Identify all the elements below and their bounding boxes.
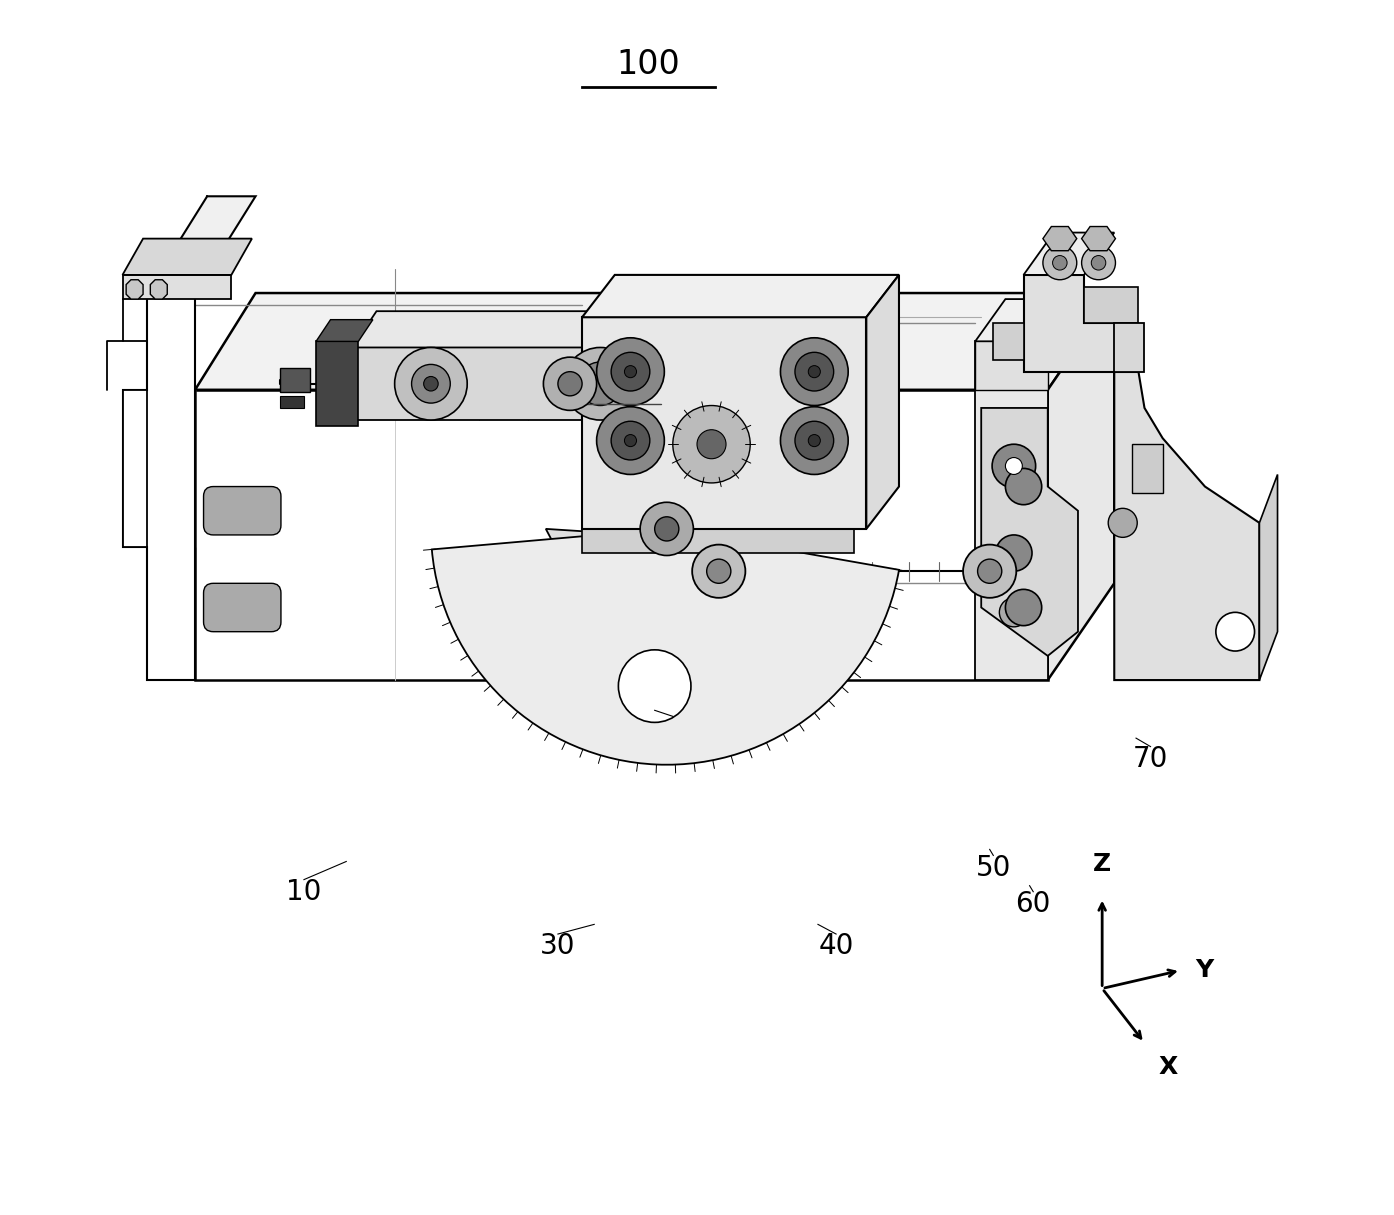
Polygon shape	[546, 529, 775, 746]
Circle shape	[579, 362, 622, 406]
Text: Z: Z	[1093, 852, 1111, 876]
Text: X: X	[1158, 1055, 1178, 1079]
Circle shape	[424, 377, 438, 391]
Polygon shape	[976, 299, 1078, 341]
Polygon shape	[353, 347, 601, 420]
Circle shape	[1108, 508, 1138, 537]
Text: 70: 70	[1133, 745, 1168, 773]
Circle shape	[544, 357, 597, 411]
FancyBboxPatch shape	[204, 583, 282, 632]
Polygon shape	[195, 390, 1048, 680]
Polygon shape	[280, 396, 304, 408]
Circle shape	[795, 422, 834, 460]
Circle shape	[597, 407, 665, 475]
Polygon shape	[151, 279, 167, 299]
Wedge shape	[432, 529, 899, 764]
Polygon shape	[123, 390, 146, 547]
Text: 50: 50	[976, 853, 1011, 882]
Polygon shape	[994, 323, 1023, 360]
Polygon shape	[981, 408, 1078, 656]
Circle shape	[795, 352, 834, 391]
Circle shape	[1005, 469, 1041, 504]
Circle shape	[1005, 589, 1041, 626]
Circle shape	[1043, 245, 1076, 279]
Text: 10: 10	[286, 877, 322, 905]
Circle shape	[640, 502, 693, 555]
Polygon shape	[866, 275, 899, 529]
Circle shape	[611, 422, 650, 460]
Circle shape	[395, 347, 467, 420]
Circle shape	[781, 338, 848, 406]
Circle shape	[993, 445, 1036, 487]
Circle shape	[781, 407, 848, 475]
Polygon shape	[976, 341, 1048, 680]
Circle shape	[1082, 245, 1115, 279]
Polygon shape	[1114, 323, 1144, 372]
Circle shape	[673, 406, 750, 482]
Polygon shape	[123, 238, 252, 275]
Polygon shape	[1048, 293, 1114, 680]
Circle shape	[597, 338, 665, 406]
Circle shape	[963, 544, 1016, 598]
Circle shape	[707, 559, 730, 583]
Polygon shape	[583, 275, 899, 317]
Polygon shape	[1023, 275, 1139, 372]
Polygon shape	[1114, 372, 1259, 680]
Text: 20: 20	[655, 714, 690, 742]
Polygon shape	[316, 341, 358, 426]
Polygon shape	[583, 529, 855, 553]
Polygon shape	[353, 311, 625, 347]
Polygon shape	[1082, 226, 1115, 250]
Polygon shape	[195, 293, 1114, 390]
Polygon shape	[316, 320, 372, 341]
Circle shape	[619, 650, 691, 723]
Circle shape	[655, 516, 679, 541]
Circle shape	[625, 366, 637, 378]
Circle shape	[1092, 255, 1105, 270]
Text: Y: Y	[1195, 959, 1214, 983]
Polygon shape	[976, 341, 1048, 390]
Polygon shape	[125, 279, 144, 299]
Text: 60: 60	[1016, 889, 1051, 917]
Polygon shape	[1132, 445, 1163, 492]
Circle shape	[1052, 255, 1066, 270]
Circle shape	[697, 430, 726, 459]
Polygon shape	[1023, 232, 1114, 275]
Polygon shape	[280, 368, 309, 392]
Circle shape	[558, 372, 583, 396]
Circle shape	[625, 435, 637, 447]
Circle shape	[693, 544, 746, 598]
Circle shape	[809, 435, 820, 447]
Circle shape	[809, 366, 820, 378]
Circle shape	[1216, 612, 1255, 651]
Circle shape	[411, 364, 450, 403]
FancyBboxPatch shape	[204, 486, 282, 535]
Polygon shape	[146, 197, 255, 293]
Polygon shape	[583, 317, 866, 529]
Polygon shape	[1085, 287, 1139, 323]
Circle shape	[999, 598, 1029, 627]
Polygon shape	[123, 293, 195, 680]
Polygon shape	[1043, 226, 1076, 250]
Circle shape	[977, 559, 1002, 583]
Text: 100: 100	[616, 49, 680, 81]
Circle shape	[1005, 458, 1022, 475]
Text: 40: 40	[818, 932, 853, 960]
Text: 30: 30	[539, 932, 576, 960]
Polygon shape	[1259, 475, 1277, 680]
Circle shape	[995, 535, 1032, 571]
Polygon shape	[123, 275, 231, 299]
Circle shape	[611, 352, 650, 391]
Circle shape	[565, 347, 637, 420]
